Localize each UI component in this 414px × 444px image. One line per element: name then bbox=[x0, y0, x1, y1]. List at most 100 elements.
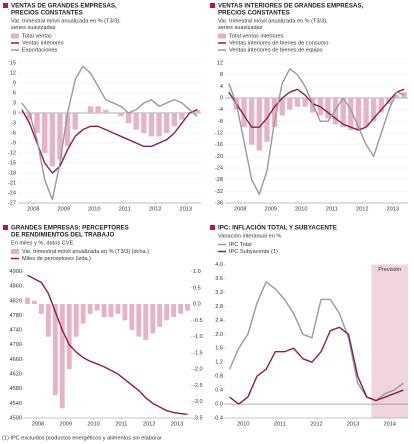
y-tick-label: 4780 bbox=[10, 313, 22, 319]
y-tick-label: 12 bbox=[217, 60, 223, 66]
bar bbox=[287, 98, 293, 110]
line-series bbox=[228, 68, 405, 195]
title-marker bbox=[3, 225, 8, 230]
bar bbox=[125, 113, 132, 123]
line-series bbox=[27, 274, 188, 416]
x-tick-label: 2011 bbox=[119, 206, 131, 212]
legend-label: Var. trimestral móvil anualizada en % (T… bbox=[22, 249, 149, 255]
chart-title: GRANDES EMPRESAS: PERCEPTORES bbox=[11, 225, 129, 232]
bar bbox=[271, 98, 278, 128]
bar bbox=[87, 106, 94, 113]
legend-label: IPC Total bbox=[229, 242, 252, 248]
y-tick-label: 0 bbox=[13, 110, 16, 116]
bar bbox=[150, 304, 156, 334]
chart-title: PRECIOS CONSTANTES bbox=[11, 10, 83, 17]
bar bbox=[164, 113, 170, 133]
bar bbox=[115, 304, 121, 314]
y-tick-label: 0.0 bbox=[215, 402, 223, 408]
bar bbox=[45, 304, 51, 337]
bar bbox=[49, 113, 55, 167]
bar bbox=[302, 98, 308, 107]
bar bbox=[80, 304, 86, 324]
bar bbox=[340, 98, 346, 128]
title-marker bbox=[3, 3, 8, 8]
y-tick-label: 15 bbox=[10, 60, 16, 66]
bar bbox=[103, 109, 109, 113]
bar bbox=[279, 98, 285, 116]
bar bbox=[57, 113, 63, 160]
bar bbox=[171, 113, 177, 127]
y2-tick-label: -3.0 bbox=[193, 399, 203, 405]
x-tick-label: 2011 bbox=[326, 206, 338, 212]
bar bbox=[133, 113, 139, 130]
y-tick-label: -20 bbox=[215, 154, 223, 160]
y-tick-label: 4 bbox=[220, 84, 223, 90]
y-tick-label: 0.4 bbox=[215, 388, 223, 394]
chart-title: VENTAS INTERIORES DE GRANDES EMPRESAS, bbox=[218, 3, 364, 10]
y-tick-label: -12 bbox=[215, 130, 223, 136]
y-tick-label: -9 bbox=[11, 140, 16, 146]
y-tick-label: 6 bbox=[13, 90, 16, 96]
y-tick-label: -24 bbox=[8, 190, 16, 196]
y-tick-label: 4.0 bbox=[215, 262, 223, 268]
y-tick-label: 3 bbox=[13, 100, 16, 106]
bar bbox=[87, 304, 93, 314]
x-tick-label: 2009 bbox=[60, 421, 72, 427]
y-tick-label: 0.8 bbox=[215, 374, 223, 380]
bar bbox=[363, 98, 369, 128]
line-series bbox=[21, 65, 198, 201]
legend-label: Total ventas interiores bbox=[229, 33, 284, 39]
legend-label: Ventas interiores bbox=[22, 40, 64, 46]
bar bbox=[348, 98, 354, 131]
x-tick-label: 2014 bbox=[383, 421, 395, 427]
bar bbox=[371, 98, 377, 122]
bar bbox=[194, 109, 200, 113]
y-tick-label: -6 bbox=[11, 130, 16, 136]
y-tick-label: 0 bbox=[220, 95, 223, 101]
y-tick-label: 4820 bbox=[10, 298, 22, 304]
bar bbox=[249, 98, 255, 145]
bar bbox=[94, 304, 100, 311]
y2-tick-label: -2.0 bbox=[193, 367, 203, 373]
x-tick-label: 2010 bbox=[295, 206, 307, 212]
y-tick-label: 1.2 bbox=[215, 360, 223, 366]
y-tick-label: -36 bbox=[215, 200, 223, 206]
bar bbox=[164, 304, 170, 321]
bar bbox=[122, 304, 128, 321]
bar bbox=[32, 300, 37, 305]
bar bbox=[59, 304, 65, 409]
chart-title: PRECIOS CONSTANTES bbox=[218, 10, 290, 17]
bar bbox=[332, 98, 339, 125]
y-tick-label: 4500 bbox=[10, 415, 22, 421]
x-tick-label: 2008 bbox=[234, 206, 246, 212]
y-tick-label: 1.6 bbox=[215, 346, 223, 352]
bar bbox=[95, 106, 101, 113]
bar bbox=[157, 304, 163, 327]
y2-tick-label: -1.0 bbox=[193, 334, 203, 340]
y-tick-label: -21 bbox=[8, 180, 16, 186]
bar bbox=[185, 304, 190, 311]
chart-title: VENTAS DE GRANDES EMPRESAS, bbox=[11, 3, 117, 10]
y-tick-label: -3 bbox=[11, 120, 16, 126]
bar bbox=[136, 304, 142, 337]
bar bbox=[156, 113, 162, 137]
bar bbox=[325, 98, 331, 119]
y-tick-label: 3.6 bbox=[215, 276, 223, 282]
y2-tick-label: -0.5 bbox=[193, 318, 203, 324]
bar bbox=[101, 304, 107, 318]
y-tick-label: -24 bbox=[215, 165, 223, 171]
bar bbox=[256, 98, 262, 151]
x-tick-label: 2013 bbox=[387, 206, 399, 212]
legend-label: Ventas interiores de bienes de consumo bbox=[229, 40, 329, 46]
y-tick-label: -28 bbox=[215, 177, 223, 183]
y-tick-label: 9 bbox=[13, 80, 16, 86]
chart-subtitle: series suavizadas bbox=[11, 25, 56, 31]
y-tick-label: -18 bbox=[8, 170, 16, 176]
y2-tick-label: -2.5 bbox=[193, 383, 203, 389]
bar bbox=[178, 304, 183, 314]
y-tick-label: 12 bbox=[10, 70, 16, 76]
x-tick-label: 2012 bbox=[149, 206, 161, 212]
x-tick-label: 2012 bbox=[310, 421, 322, 427]
bar bbox=[129, 304, 135, 331]
